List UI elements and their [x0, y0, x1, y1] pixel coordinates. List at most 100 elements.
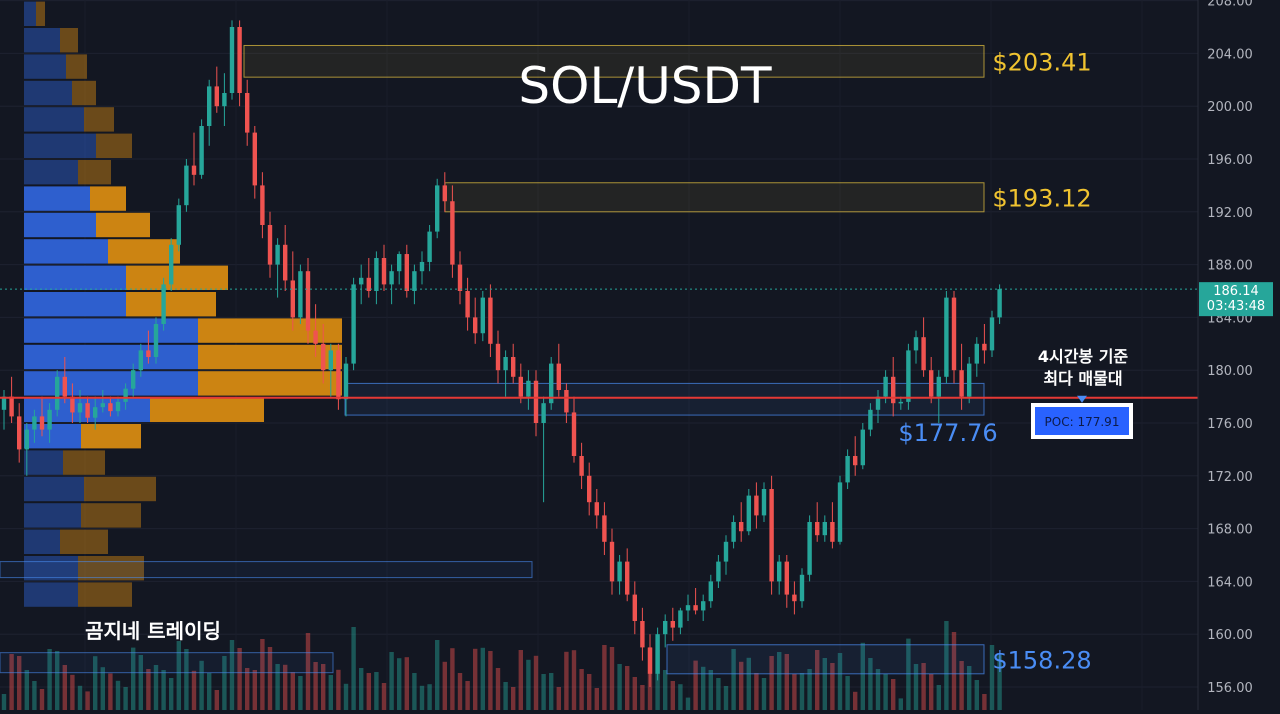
- volume-bar: [389, 652, 394, 710]
- candle-body: [457, 264, 463, 291]
- candle-body: [55, 376, 60, 410]
- volume-bar: [32, 681, 37, 710]
- candle-body: [313, 330, 318, 344]
- candle-body: [693, 605, 698, 611]
- zone-price-label: $177.76: [898, 419, 997, 447]
- candle-body: [100, 403, 105, 408]
- volume-bar: [245, 668, 250, 710]
- volume-bar: [435, 640, 440, 710]
- volume-bar: [473, 648, 478, 710]
- volume-bar: [837, 653, 843, 710]
- volume-bar: [807, 669, 812, 710]
- volume-bar: [511, 687, 516, 710]
- volume-bar: [260, 639, 265, 710]
- candles: [1, 20, 1002, 687]
- volume-bar: [609, 647, 615, 710]
- candle-body: [381, 258, 387, 285]
- volume-bar: [138, 655, 143, 710]
- y-tick-label: 168.00: [1207, 523, 1253, 538]
- volume-bar: [108, 673, 113, 710]
- volume-bar: [397, 658, 402, 710]
- poc-note-line1: 4시간봉 기준: [1038, 347, 1129, 366]
- candle-body: [153, 324, 159, 357]
- price-axis[interactable]: 156.00 160.00 164.00 168.00 172.00 176.00 180.…: [1197, 0, 1280, 710]
- volume-profile-sell-bar: [72, 80, 96, 106]
- volume-bar: [283, 664, 288, 710]
- candle-body: [769, 489, 774, 582]
- volume-profile-sell-bar: [96, 133, 132, 158]
- candle-body: [571, 412, 577, 456]
- volume-profile-sell-bar: [126, 265, 228, 290]
- candle-body: [161, 284, 166, 324]
- candle-body: [245, 93, 250, 133]
- volume-bar: [868, 658, 873, 710]
- candle-body: [822, 522, 827, 536]
- candle-body: [9, 396, 14, 417]
- poc-line-group: [0, 288, 1280, 403]
- volume-bar: [533, 655, 539, 710]
- candle-body: [685, 605, 691, 611]
- volume-bar: [503, 682, 508, 710]
- volume-bar: [450, 648, 455, 710]
- candle-body: [207, 86, 212, 126]
- volume-profile-buy-bar: [24, 80, 72, 106]
- volume-bar: [123, 687, 128, 710]
- candle-body: [442, 185, 447, 202]
- zone-box: [444, 182, 985, 213]
- candle-body: [397, 254, 402, 272]
- volume-profile-sell-bar: [198, 318, 342, 343]
- volume-profile-buy-bar: [24, 582, 78, 607]
- volume-bar: [670, 681, 675, 710]
- volume-bar: [381, 683, 387, 710]
- volume-profile-buy-bar: [24, 265, 126, 290]
- candle-body: [39, 416, 45, 430]
- candle-body: [93, 407, 98, 418]
- candle-body: [777, 561, 782, 582]
- volume-bar: [229, 640, 235, 710]
- volume-profile-sell-bar: [198, 344, 342, 370]
- volume-bar: [47, 649, 52, 710]
- volume-bar: [62, 665, 67, 710]
- candle-body: [321, 343, 326, 371]
- volume-profile-sell-bar: [60, 28, 78, 53]
- volume-bar: [951, 632, 957, 710]
- y-tick-label: 208.00: [1207, 0, 1253, 10]
- volume-bars: [1, 621, 1002, 710]
- candle-body: [131, 370, 136, 389]
- volume-profile-buy-bar: [24, 107, 84, 132]
- volume-bar: [93, 656, 98, 710]
- volume-profile-buy-bar: [24, 318, 198, 343]
- y-tick-label: 196.00: [1207, 153, 1253, 168]
- current-price-countdown: 03:43:48: [1207, 299, 1265, 314]
- volume-bar: [488, 651, 493, 710]
- volume-profile-buy-bar: [24, 529, 60, 554]
- volume-bar: [191, 670, 197, 710]
- volume-bar: [328, 675, 333, 710]
- candle-body: [883, 376, 888, 397]
- candle-body: [746, 495, 751, 532]
- candle-body: [731, 522, 736, 542]
- volume-bar: [815, 650, 820, 710]
- volume-profile-buy-bar: [24, 556, 78, 581]
- candle-body: [974, 343, 979, 364]
- volume-bar: [708, 670, 713, 710]
- volume-bar: [678, 684, 683, 710]
- candle-body: [419, 261, 425, 272]
- volume-bar: [412, 673, 417, 710]
- current-price-label: 186.14: [1213, 284, 1259, 299]
- volume-bar: [853, 691, 858, 710]
- volume-bar: [267, 647, 273, 710]
- volume-bar: [959, 661, 964, 710]
- volume-bar: [967, 666, 972, 710]
- volume-profile-buy-bar: [24, 54, 66, 79]
- candle-body: [260, 185, 265, 225]
- volume-profile-sell-bar: [36, 1, 45, 26]
- y-tick-label: 156.00: [1207, 681, 1253, 696]
- candle-body: [898, 401, 903, 404]
- candle-body: [328, 350, 333, 371]
- volume-bar: [237, 648, 242, 710]
- volume-profile-sell-bar: [66, 54, 87, 79]
- volume-profile-buy-bar: [24, 1, 36, 26]
- volume-bar: [298, 676, 303, 710]
